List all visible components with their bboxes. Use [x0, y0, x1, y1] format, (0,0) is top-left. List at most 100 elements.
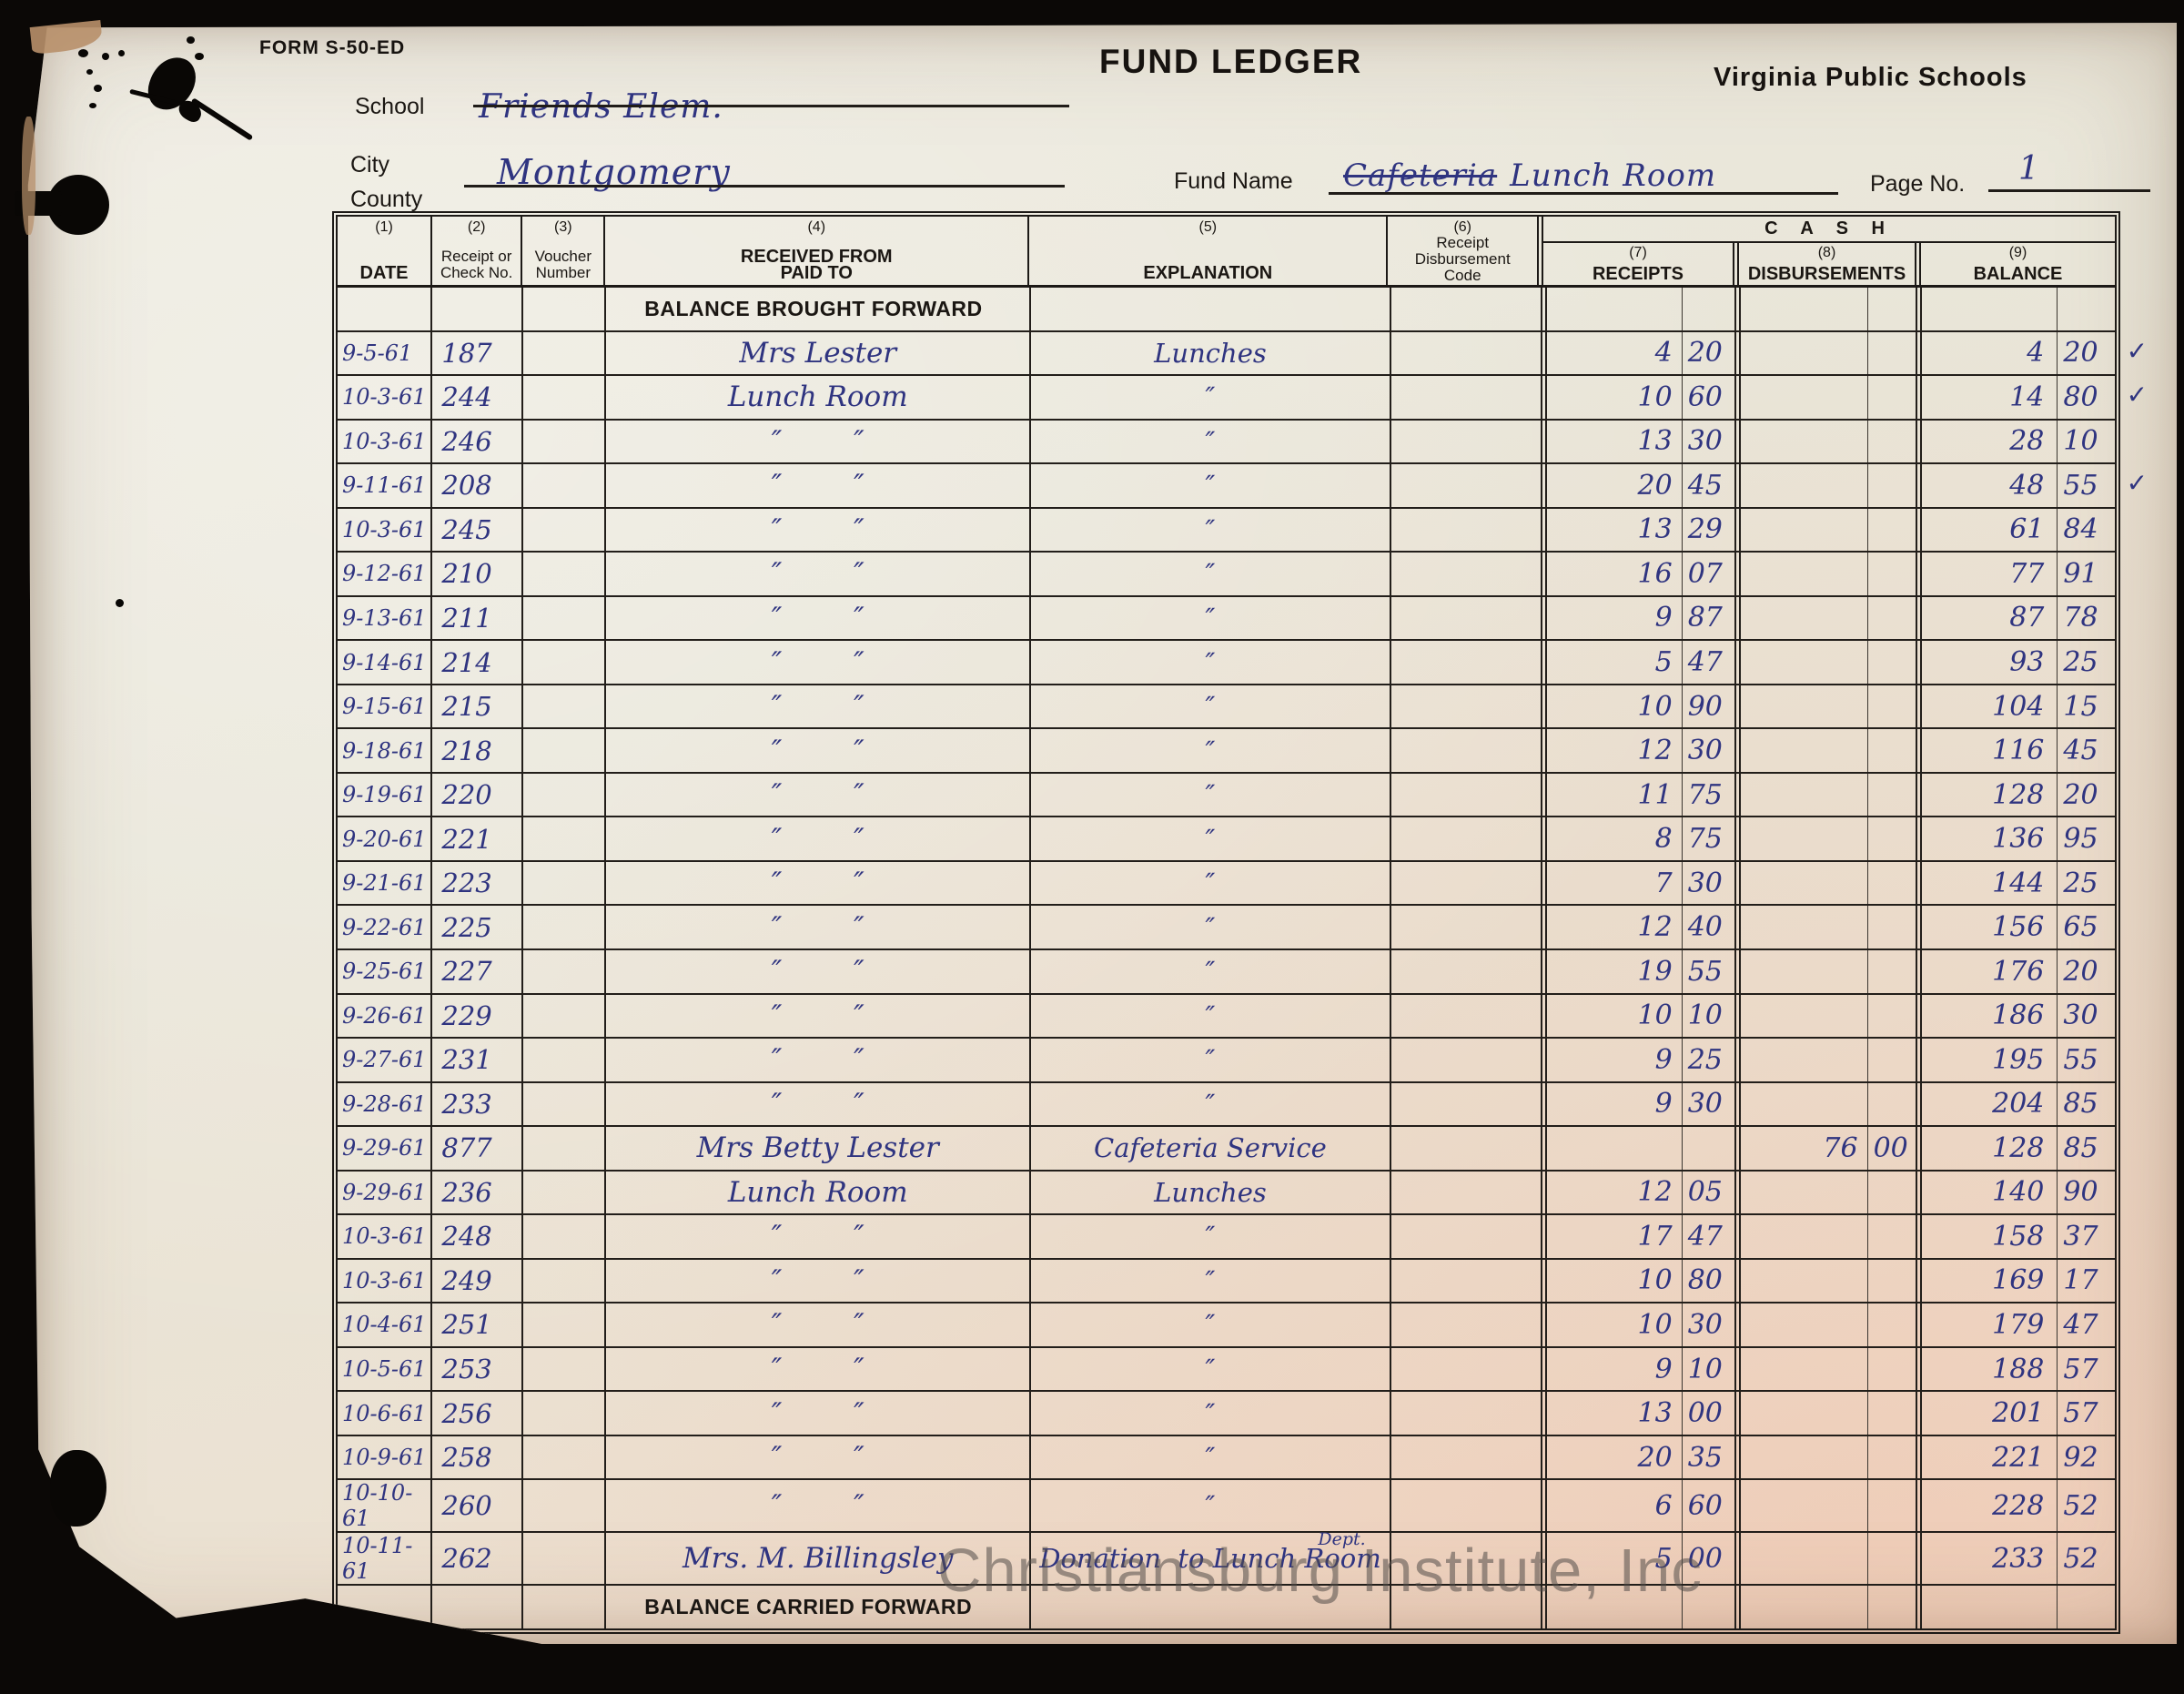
balance-carried-forward-label: BALANCE CARRIED FORWARD — [644, 1595, 973, 1619]
cell-received-from: ″ ″ — [606, 1259, 1032, 1303]
cell-received-from: ″ ″ — [606, 1392, 1032, 1435]
cell-balance-dollars: 61 — [1922, 508, 2058, 552]
cell-balance-cents: 91 — [2058, 553, 2115, 595]
ledger-row: 9-21-61 223 ″ ″ ″ 7 30 144 25 — [338, 861, 2115, 907]
cell-receipts-cents: 29 — [1683, 508, 1742, 552]
cell-receipts-dollars: 6 — [1547, 1480, 1683, 1532]
explanation-text: ″ — [1205, 1442, 1216, 1474]
cell-date: 9-25-61 — [338, 949, 433, 993]
cell-date: 10-3-61 — [338, 420, 433, 463]
cell-disbursements-cents — [1868, 376, 1923, 419]
cell-voucher — [523, 1171, 607, 1214]
balance-cents-text: 47 — [2063, 1308, 2098, 1341]
cell-received-from: ″ ″ — [606, 1039, 1032, 1081]
audit-checkmark: ✓ — [2126, 380, 2149, 411]
cell-receipts-dollars: 10 — [1547, 1259, 1683, 1303]
cell-receipts-dollars: 13 — [1547, 420, 1683, 463]
audit-checkmark: ✓ — [2126, 468, 2149, 499]
balance-cents-text: 30 — [2063, 999, 2098, 1032]
explanation-text: ″ — [1205, 1088, 1216, 1120]
cell-voucher — [523, 596, 607, 640]
cell-code — [1391, 376, 1547, 419]
cell-date: 10-9-61 — [338, 1435, 433, 1479]
ledger-row: 10-3-61 244 Lunch Room ″ 10 60 14 80 ✓ — [338, 376, 2148, 421]
cell-receipts-dollars: 13 — [1547, 508, 1683, 552]
explanation-text: ″ — [1205, 1221, 1216, 1253]
cell-date: 9-29-61 — [338, 1171, 433, 1214]
cell-voucher — [523, 773, 607, 817]
cell-explanation: ″ — [1031, 817, 1391, 860]
cell-balance-cents: 25 — [2058, 862, 2115, 905]
cell-received-from: ″ ″ — [606, 464, 1032, 507]
balance-cents-text: 55 — [2063, 1043, 2098, 1076]
cell-code — [1391, 641, 1547, 684]
cell-balance-cents: 95 — [2058, 817, 2115, 860]
cell-balance-dollars: 179 — [1922, 1303, 2058, 1346]
cell-receipts-dollars: 16 — [1547, 553, 1683, 595]
cell-explanation — [1031, 288, 1391, 330]
ink-speck — [102, 53, 109, 60]
cell-voucher — [523, 994, 607, 1038]
cell-disbursements-cents — [1868, 553, 1923, 595]
cell-disbursements-dollars — [1741, 1392, 1868, 1435]
county-label: County — [350, 187, 423, 212]
cell-receipts-dollars: 8 — [1547, 817, 1683, 860]
cell-code — [1391, 1533, 1547, 1585]
cell-balance-dollars: 144 — [1922, 861, 2058, 905]
cell-receipts-cents: 55 — [1683, 949, 1742, 993]
cell-code — [1391, 288, 1547, 330]
cell-disbursements-cents — [1868, 508, 1923, 552]
cell-check-no: 211 — [432, 596, 523, 640]
balance-cents-text: 57 — [2063, 1397, 2098, 1430]
cell-receipts-dollars: 20 — [1547, 1435, 1683, 1479]
cell-check-no: 256 — [432, 1392, 523, 1435]
balance-cents-text: 65 — [2063, 911, 2098, 944]
cell-receipts-dollars: 10 — [1547, 685, 1683, 728]
cell-balance-cents: 25 — [2058, 641, 2115, 684]
school-label: School — [355, 94, 425, 119]
ledger-row: 10-4-61 251 ″ ″ ″ 10 30 179 47 — [338, 1303, 2115, 1348]
cell-code — [1391, 1586, 1547, 1628]
cell-balance-cents: 10 — [2058, 421, 2115, 463]
cell-explanation: Donation to Lunch Room Dept. — [1031, 1529, 1391, 1585]
cell-code — [1391, 1392, 1547, 1435]
ledger-row: 9-27-61 231 ″ ″ ″ 9 25 195 55 — [338, 1039, 2115, 1083]
fund-name-value: Cafeteria Lunch Room — [1343, 157, 1716, 194]
cell-check-no: 210 — [432, 553, 523, 595]
col-num: (2) — [467, 219, 486, 235]
cell-balance-dollars: 128 — [1922, 773, 2058, 817]
balance-cents-text: 25 — [2063, 867, 2098, 899]
page-no-rule — [1988, 189, 2150, 192]
col-label: EXPLANATION — [1143, 263, 1273, 283]
cell-code — [1391, 861, 1547, 905]
cell-date: 9-26-61 — [338, 994, 433, 1038]
cell-balance-dollars: 158 — [1922, 1215, 2058, 1258]
cell-disbursements-cents: 00 — [1868, 1127, 1923, 1170]
ledger-row: 10-11-61 262 Mrs. M. Billingsley Donatio… — [338, 1529, 2115, 1587]
cell-disbursements-dollars — [1741, 553, 1868, 595]
cell-disbursements-dollars — [1741, 288, 1868, 330]
cell-disbursements-cents — [1868, 331, 1923, 375]
ledger-row: 10-3-61 249 ″ ″ ″ 10 80 169 17 — [338, 1259, 2115, 1304]
cell-explanation: ″ — [1031, 1347, 1391, 1391]
cell-code — [1391, 596, 1547, 640]
balance-cents-text: 95 — [2063, 823, 2098, 856]
cell-balance-cents: 57 — [2058, 1348, 2115, 1391]
cell-voucher — [523, 1082, 607, 1126]
cell-date: 10-3-61 — [338, 508, 433, 552]
cell-disbursements-dollars — [1741, 1082, 1868, 1126]
cell-check-no: 260 — [432, 1480, 523, 1532]
cell-disbursements-cents — [1868, 1303, 1923, 1346]
cell-balance-dollars: 116 — [1922, 729, 2058, 772]
cell-disbursements-cents — [1868, 1039, 1923, 1081]
cell-disbursements-cents — [1868, 288, 1923, 330]
cell-receipts-cents: 10 — [1683, 1347, 1742, 1391]
ledger-row: 9-20-61 221 ″ ″ ″ 8 75 136 95 — [338, 817, 2115, 862]
balance-cents-text: 15 — [2063, 690, 2098, 723]
cell-explanation: ″ — [1031, 1392, 1391, 1435]
explanation-text: ″ — [1205, 956, 1216, 988]
cell-code — [1391, 1039, 1547, 1081]
cell-voucher — [523, 641, 607, 684]
cell-explanation: ″ — [1031, 729, 1391, 772]
cell-received-from: BALANCE BROUGHT FORWARD — [606, 288, 1032, 330]
